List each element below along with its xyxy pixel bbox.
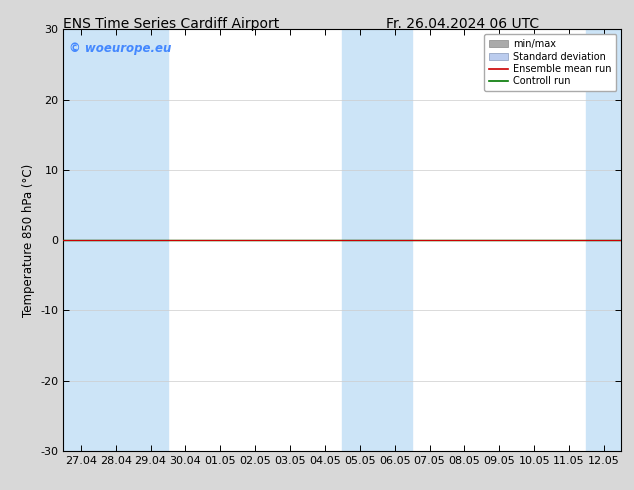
Bar <box>63 29 168 451</box>
Legend: min/max, Standard deviation, Ensemble mean run, Controll run: min/max, Standard deviation, Ensemble me… <box>484 34 616 91</box>
Text: © woeurope.eu: © woeurope.eu <box>69 42 171 55</box>
Text: ENS Time Series Cardiff Airport: ENS Time Series Cardiff Airport <box>63 17 280 31</box>
Bar <box>586 29 621 451</box>
Y-axis label: Temperature 850 hPa (°C): Temperature 850 hPa (°C) <box>22 164 35 317</box>
Bar <box>342 29 412 451</box>
Text: Fr. 26.04.2024 06 UTC: Fr. 26.04.2024 06 UTC <box>386 17 540 31</box>
